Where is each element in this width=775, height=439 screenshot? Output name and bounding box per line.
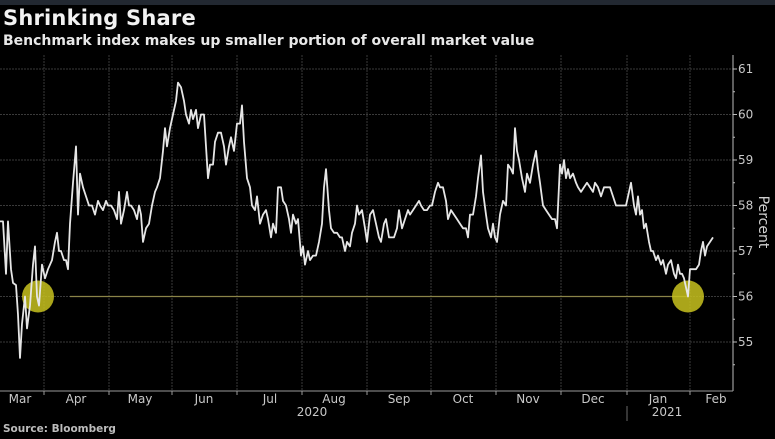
chart-title: Shrinking Share [3,6,196,30]
series-group [0,81,714,359]
x-tick-label: Apr [66,392,87,406]
y-tick-label: 60 [738,108,753,122]
y-tick-label: 57 [738,244,753,258]
grid-lines [0,55,733,391]
highlight-circle [22,280,54,313]
x-tick-label: Mar [9,392,32,406]
series-line [0,81,714,359]
x-tick-label: Dec [581,392,604,406]
top-bar [0,0,775,5]
y-axis-title: Percent [755,196,771,249]
x-tick-label: May [128,392,153,406]
y-tick-label: 59 [738,153,753,167]
year-label-2021: 2021 [652,405,683,419]
year-label-2020: 2020 [297,405,328,419]
x-tick-label: Jan [648,392,668,406]
x-tick-label: Oct [453,392,474,406]
x-tick-label: Feb [705,392,726,406]
x-tick-label: Sep [388,392,411,406]
y-tick-label: 56 [738,290,753,304]
y-tick-label: 55 [738,335,753,349]
y-tick-label: 58 [738,199,753,213]
x-tick-label: Aug [322,392,345,406]
x-tick-label: Jul [262,392,277,406]
x-tick-label: Nov [516,392,539,406]
chart-subtitle: Benchmark index makes up smaller portion… [3,33,535,49]
source-note: Source: Bloomberg [3,423,116,435]
x-tick-label: Jun [194,392,214,406]
y-tick-label: 61 [738,62,753,76]
x-tick-labels: Mar Apr May Jun Jul Aug Sep Oct Nov Dec Jan Feb [9,391,727,406]
y-tick-labels: 55 56 57 58 59 60 61 [733,62,753,366]
